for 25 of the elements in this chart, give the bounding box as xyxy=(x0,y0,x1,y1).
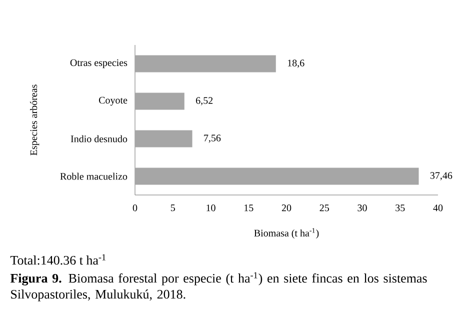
x-tick-label: 20 xyxy=(282,204,292,212)
y-axis-title: Especies arbóreas xyxy=(30,84,40,156)
x-tick-label: 30 xyxy=(358,204,367,212)
x-tick-label: 25 xyxy=(320,204,329,212)
bar xyxy=(135,92,184,110)
x-tick-label: 15 xyxy=(244,204,254,212)
x-tick-label: 0 xyxy=(132,204,138,212)
x-tick-label: 40 xyxy=(433,204,443,212)
data-label: 37,46 xyxy=(430,172,452,180)
x-tick-label: 10 xyxy=(206,204,216,212)
text: Figura 9. Biomasa forestal por especie (t ha$^{-1}$) en siete fincas en los sistemas Silvopastoriles, Mulukukú, 2018. xyxy=(10,272,427,302)
bar xyxy=(135,130,192,148)
x-axis-title: Biomasa (t ha$^{-1}$) xyxy=(254,228,319,239)
y-tick-label: Roble macuelizo xyxy=(60,172,128,180)
data-label: 18,6 xyxy=(288,60,304,68)
text: Total:140.36 t ha$^{-1}$ xyxy=(10,254,106,265)
y-tick-label: Otras especies xyxy=(70,59,128,68)
x-tick-label: 35 xyxy=(396,204,405,212)
y-tick-label: Coyote xyxy=(98,96,128,106)
bar xyxy=(135,168,419,185)
data-label: 6,52 xyxy=(196,97,213,106)
x-tick-label: 5 xyxy=(170,204,175,212)
y-tick-label: Indio desnudo xyxy=(70,135,128,142)
bar xyxy=(135,55,276,72)
data-label: 7,56 xyxy=(204,134,221,143)
